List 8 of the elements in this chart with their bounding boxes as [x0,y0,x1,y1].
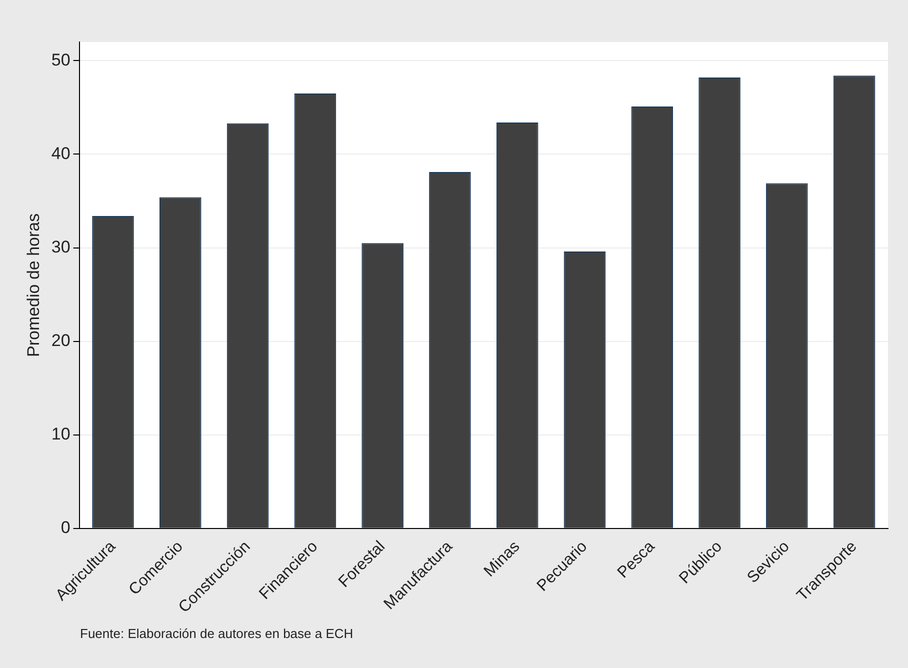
y-tick-label: 20 [51,331,70,350]
y-tick-label: 10 [51,424,70,444]
y-tick-label: 50 [51,50,70,70]
y-tick-label: 40 [51,144,70,163]
y-axis-title: Promedio de horas [24,213,43,358]
source-note: Fuente: Elaboración de autores en base a ECH [80,626,354,641]
y-tick-label: 0 [60,518,70,538]
y-tick-label: 30 [51,237,70,256]
